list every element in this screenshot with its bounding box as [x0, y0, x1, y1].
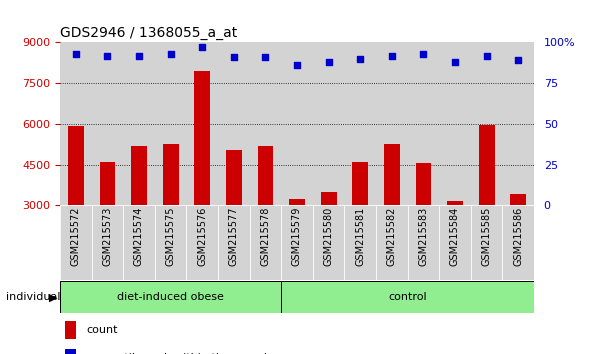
Bar	[65, 321, 76, 339]
Text: GSM215581: GSM215581	[355, 207, 365, 266]
Point	[482, 53, 491, 58]
Bar	[502, 205, 534, 280]
Point	[324, 59, 334, 65]
Point	[355, 56, 365, 62]
Bar	[194, 71, 210, 205]
Bar	[510, 194, 526, 205]
Text: GSM215582: GSM215582	[387, 207, 397, 266]
Bar	[187, 205, 218, 280]
Bar	[60, 281, 281, 313]
Point	[103, 53, 112, 58]
Text: count: count	[86, 325, 118, 335]
Text: GSM215573: GSM215573	[103, 207, 112, 266]
Text: GSM215576: GSM215576	[197, 207, 207, 266]
Text: GSM215579: GSM215579	[292, 207, 302, 266]
Text: GSM215578: GSM215578	[260, 207, 271, 266]
Text: GSM215586: GSM215586	[513, 207, 523, 266]
Text: individual: individual	[6, 292, 61, 302]
Bar	[257, 145, 274, 205]
Bar	[250, 205, 281, 280]
Bar	[407, 205, 439, 280]
Bar	[376, 205, 407, 280]
Bar	[320, 192, 337, 205]
Text: GSM215574: GSM215574	[134, 207, 144, 266]
Point	[387, 53, 397, 58]
Text: ▶: ▶	[49, 292, 57, 302]
Bar	[289, 199, 305, 205]
Point	[260, 54, 270, 60]
Point	[166, 51, 175, 57]
Bar	[439, 205, 471, 280]
Text: GDS2946 / 1368055_a_at: GDS2946 / 1368055_a_at	[60, 26, 237, 40]
Text: GSM215580: GSM215580	[323, 207, 334, 266]
Bar	[218, 205, 250, 280]
Point	[229, 54, 239, 60]
Bar	[313, 205, 344, 280]
Point	[292, 62, 302, 68]
Bar	[352, 162, 368, 205]
Bar	[163, 144, 179, 205]
Text: GSM215572: GSM215572	[71, 207, 81, 266]
Text: GSM215585: GSM215585	[482, 207, 491, 266]
Bar	[65, 349, 76, 354]
Bar	[226, 150, 242, 205]
Bar	[281, 205, 313, 280]
Bar	[60, 205, 92, 280]
Bar	[344, 205, 376, 280]
Text: diet-induced obese: diet-induced obese	[117, 292, 224, 302]
Bar	[123, 205, 155, 280]
Bar	[415, 163, 431, 205]
Bar	[92, 205, 123, 280]
Text: control: control	[388, 292, 427, 302]
Bar	[281, 281, 534, 313]
Point	[134, 53, 144, 58]
Bar	[479, 125, 494, 205]
Text: GSM215575: GSM215575	[166, 207, 176, 266]
Text: GSM215583: GSM215583	[418, 207, 428, 266]
Text: percentile rank within the sample: percentile rank within the sample	[86, 353, 274, 354]
Point	[419, 51, 428, 57]
Bar	[155, 205, 187, 280]
Bar	[100, 162, 115, 205]
Point	[450, 59, 460, 65]
Point	[71, 51, 80, 57]
Bar	[471, 205, 502, 280]
Bar	[447, 201, 463, 205]
Text: GSM215584: GSM215584	[450, 207, 460, 266]
Text: GSM215577: GSM215577	[229, 207, 239, 266]
Bar	[68, 126, 83, 205]
Point	[514, 58, 523, 63]
Bar	[131, 145, 147, 205]
Point	[197, 45, 207, 50]
Bar	[384, 144, 400, 205]
